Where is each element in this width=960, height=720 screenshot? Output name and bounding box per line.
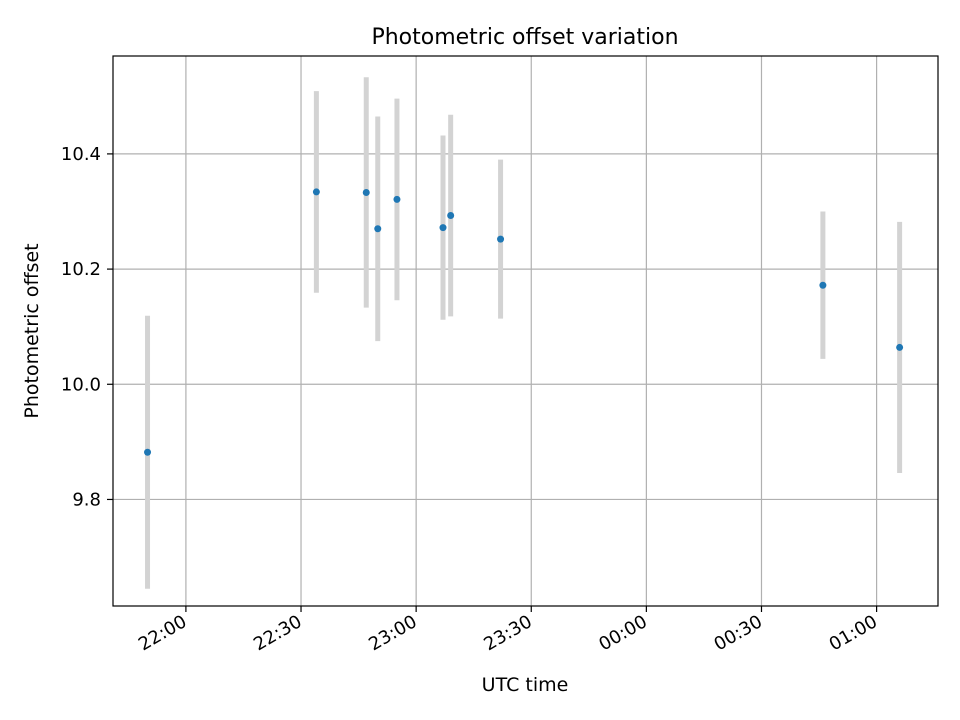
y-tick-label: 10.0 — [61, 374, 101, 395]
data-point — [447, 212, 455, 220]
data-point — [374, 225, 382, 233]
plot-frame — [112, 55, 939, 607]
y-tick-label: 10.4 — [61, 144, 101, 165]
y-axis-label: Photometric offset — [21, 243, 43, 418]
data-points — [144, 188, 904, 456]
y-tick-label: 9.8 — [72, 489, 101, 510]
data-point — [439, 224, 447, 232]
data-point — [362, 188, 370, 196]
y-tick-label: 10.2 — [61, 259, 101, 280]
x-axis-label: UTC time — [482, 674, 569, 696]
data-point — [312, 188, 320, 196]
data-point — [497, 235, 505, 243]
data-point — [819, 281, 827, 289]
grid-lines — [113, 56, 938, 606]
data-point — [896, 343, 904, 351]
data-point — [393, 195, 401, 203]
data-point — [144, 448, 152, 456]
chart-title: Photometric offset variation — [371, 25, 678, 50]
